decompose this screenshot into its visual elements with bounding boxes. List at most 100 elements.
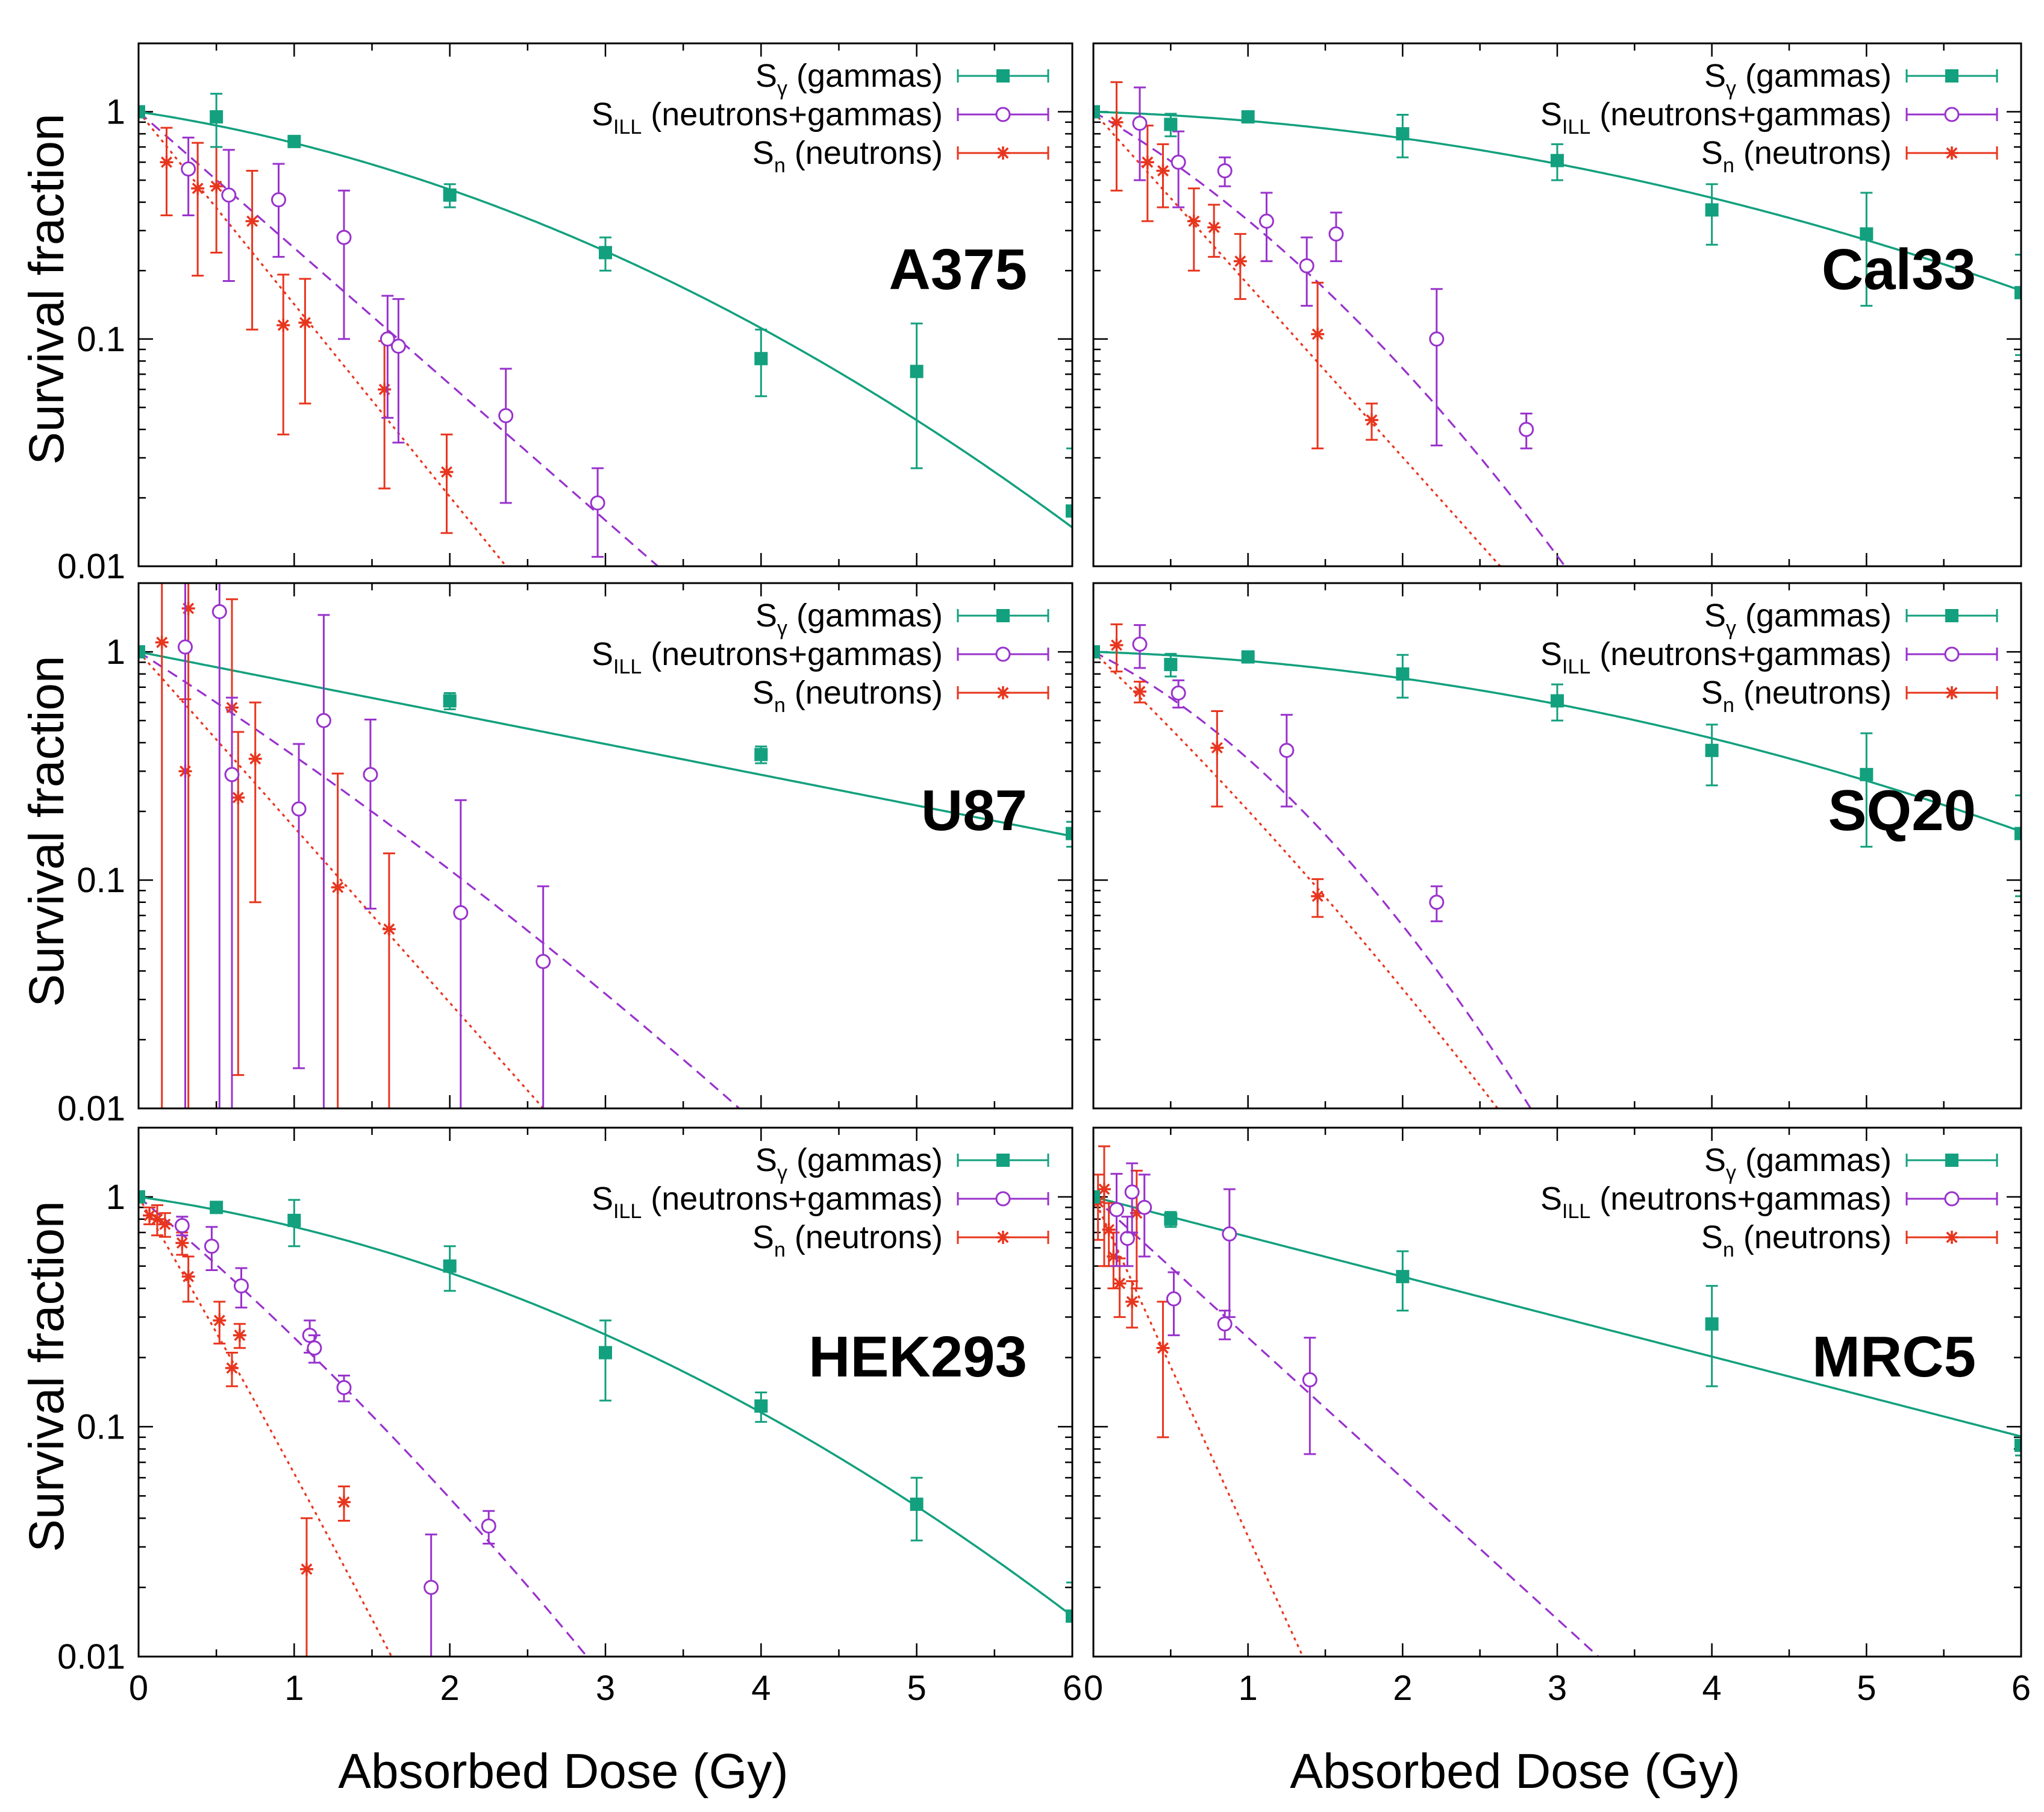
n-data-point	[1113, 1276, 1127, 1290]
x-tick-label: 0	[1084, 1669, 1103, 1708]
n-data-point	[160, 155, 173, 169]
ill-data-point	[1137, 1199, 1152, 1215]
legend-marker-gamma	[996, 69, 1010, 83]
gamma-data-point	[139, 105, 145, 119]
gamma-fit-curve	[1093, 1196, 2021, 1438]
ill-data-point	[224, 767, 240, 783]
ill-data-point	[211, 604, 227, 619]
gamma-data-point	[1241, 110, 1255, 123]
legend-a375: Sγ (gammas)SILL (neutrons+gammas)Sn (neu…	[592, 58, 1049, 177]
legend-label-gamma: Sγ (gammas)	[1704, 58, 1892, 100]
n-data-point	[181, 601, 195, 615]
panel-title-cal33: Cal33	[1822, 237, 1976, 302]
ill-data-point	[1109, 1202, 1124, 1217]
panel-frame	[1092, 1126, 2022, 1658]
y-axis-label-row-3: Survival fraction	[19, 1201, 74, 1552]
gamma-data-point	[2014, 1439, 2021, 1452]
legend-mrc5: Sγ (gammas)SILL (neutrons+gammas)Sn (neu…	[1540, 1142, 1998, 1261]
x-axis-label-left: Absorbed Dose (Gy)	[338, 1744, 788, 1799]
ill-data-point	[380, 331, 395, 347]
n-data-point	[1210, 741, 1224, 755]
ill-data-point	[204, 1239, 219, 1254]
gamma-data-point	[443, 188, 457, 202]
gamma-data-point	[599, 1346, 612, 1360]
gamma-data-point	[2014, 826, 2021, 840]
ill-fit-curve	[139, 651, 741, 1108]
panel-frame	[137, 42, 1074, 567]
gamma-data-point	[754, 1399, 768, 1413]
n-data-point	[1110, 638, 1124, 652]
ill-data-point	[1170, 685, 1186, 701]
legend-label-n: Sn (neutrons)	[1701, 135, 1892, 177]
ill-fit-curve	[1093, 651, 1532, 1108]
ill-data-point	[1124, 1184, 1140, 1200]
panel-title-mrc5: MRC5	[1812, 1325, 1976, 1389]
n-data-point	[378, 383, 392, 396]
n-data-point	[245, 214, 259, 228]
data-points-a375	[139, 93, 1072, 566]
ill-data-point	[1217, 163, 1233, 178]
legend-label-ill: SILL (neutrons+gammas)	[592, 1181, 943, 1223]
ill-data-point	[423, 1579, 439, 1595]
ill-data-point	[1279, 743, 1295, 758]
n-data-point	[155, 636, 169, 649]
legend-sq20: Sγ (gammas)SILL (neutrons+gammas)Sn (neu…	[1540, 598, 1998, 717]
gamma-data-point	[1551, 154, 1564, 167]
ill-data-point	[453, 905, 469, 920]
legend-label-n: Sn (neutrons)	[1701, 1219, 1892, 1261]
n-data-point	[1156, 164, 1170, 178]
x-tick-label: 4	[751, 1669, 770, 1708]
legend-marker-gamma	[1945, 1154, 1958, 1167]
gamma-data-point	[1241, 650, 1255, 664]
panel-sq20: Sγ (gammas)SILL (neutrons+gammas)Sn (neu…	[1092, 582, 2022, 1110]
x-tick-label: 2	[1393, 1669, 1412, 1708]
legend-marker-n	[1945, 686, 1958, 699]
ill-data-point	[1170, 154, 1186, 170]
y-tick-label: 0.01	[57, 547, 125, 586]
legend-marker-n	[996, 686, 1010, 699]
panel-a375: 1 0.1 0.01 Sγ (gammas)SILL (neutrons+gammas…	[57, 42, 1074, 586]
legend-marker-ill	[995, 646, 1011, 662]
n-data-point	[1102, 1223, 1116, 1237]
legend-marker-ill	[1944, 1191, 1960, 1207]
panel-u87: 1 0.1 0.01 Sγ (gammas)SILL (neutrons+gammas…	[57, 582, 1074, 1128]
n-data-point	[1133, 684, 1146, 698]
panel-frame	[1092, 42, 2022, 567]
y-tick-label: 0.01	[57, 1637, 125, 1676]
ill-data-point	[234, 1278, 249, 1294]
n-data-point	[248, 752, 262, 766]
ill-data-point	[1217, 1316, 1233, 1332]
gamma-data-point	[2014, 286, 2021, 299]
gamma-data-point	[210, 1201, 223, 1214]
legend-marker-n	[996, 1231, 1010, 1244]
legend-label-ill: SILL (neutrons+gammas)	[1540, 96, 1892, 139]
legend-label-ill: SILL (neutrons+gammas)	[592, 96, 943, 139]
ill-data-point	[316, 713, 331, 728]
n-fit-curve	[1093, 111, 1502, 566]
n-data-point	[231, 790, 245, 804]
x-tick-label: 0	[129, 1669, 148, 1708]
x-axis-label-right: Absorbed Dose (Gy)	[1290, 1744, 1740, 1799]
n-data-point	[225, 1361, 239, 1375]
x-tick-label: 4	[1702, 1669, 1722, 1708]
legend-label-n: Sn (neutrons)	[1701, 675, 1892, 717]
legend-label-n: Sn (neutrons)	[752, 135, 943, 177]
ill-data-point	[498, 408, 514, 423]
ill-data-point	[1519, 422, 1534, 437]
gamma-data-point	[1066, 826, 1072, 840]
data-points-mrc5	[1093, 1145, 2021, 1457]
ill-data-point	[590, 495, 605, 511]
gamma-data-point	[754, 748, 768, 761]
gamma-data-point	[1093, 645, 1100, 659]
x-tick-label: 6	[2011, 1669, 2031, 1708]
gamma-data-point	[1860, 767, 1874, 781]
ill-data-point	[390, 339, 406, 354]
n-data-point	[1110, 115, 1124, 129]
n-data-point	[1107, 1249, 1120, 1263]
ill-data-point	[336, 1379, 352, 1395]
legend-label-ill: SILL (neutrons+gammas)	[1540, 1181, 1892, 1223]
gamma-data-point	[1396, 1270, 1410, 1284]
gamma-data-point	[1705, 743, 1719, 757]
